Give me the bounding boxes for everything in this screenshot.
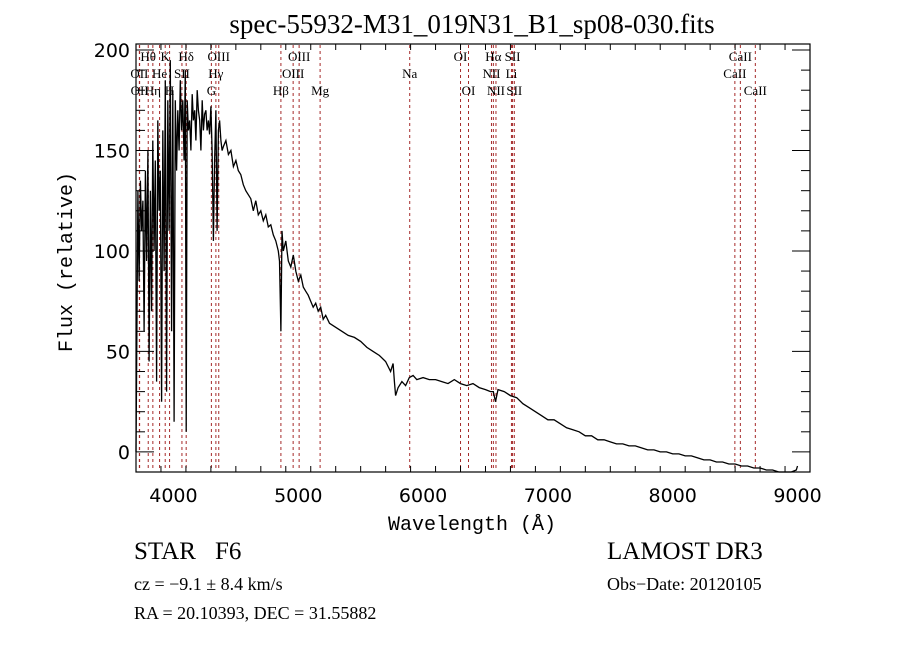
y-tick-label: 150: [94, 140, 130, 162]
observation-date: Obs−Date: 20120105: [607, 574, 762, 594]
marker-label: He: [152, 66, 167, 81]
x-axis-ticks: 4000 5000 6000 7000 8000 9000: [135, 44, 822, 507]
spectral-line-markers: [138, 45, 756, 471]
marker-label: CaII: [723, 66, 746, 81]
x-tick-label: 8000: [649, 485, 697, 507]
marker-label: Hθ: [140, 49, 156, 64]
survey-name: LAMOST DR3: [607, 538, 763, 565]
x-tick-label: 9000: [773, 485, 821, 507]
marker-label: Mg: [311, 83, 330, 98]
y-axis-label: Flux (relative): [56, 172, 79, 352]
marker-label: OII: [130, 66, 148, 81]
redshift-info: cz = −9.1 ± 8.4 km/s: [134, 574, 283, 594]
chart-title: spec-55932-M31_019N31_B1_sp08-030.fits: [229, 9, 714, 39]
marker-label: NII: [482, 66, 500, 81]
marker-label: SII: [505, 49, 521, 64]
marker-label: Hα: [485, 49, 501, 64]
marker-label: OI: [454, 49, 468, 64]
x-tick-label: 6000: [399, 485, 447, 507]
y-tick-label: 0: [118, 442, 130, 464]
marker-label: OIII: [288, 49, 310, 64]
marker-label: NII: [487, 83, 505, 98]
object-class: STAR: [134, 538, 196, 565]
x-tick-label: 7000: [524, 485, 572, 507]
object-subclass: F6: [215, 538, 241, 565]
y-tick-label: 50: [106, 341, 130, 363]
coordinates: RA = 20.10393, DEC = 31.55882: [134, 603, 376, 623]
marker-label: SII: [506, 83, 522, 98]
y-tick-label: 200: [94, 40, 130, 62]
marker-label: Hδ: [178, 49, 194, 64]
marker-label: CaII: [744, 83, 767, 98]
plot-frame: [135, 43, 811, 473]
x-tick-label: 4000: [149, 485, 197, 507]
y-tick-label: 100: [94, 241, 130, 263]
marker-label: Na: [402, 66, 417, 81]
marker-label: Hγ: [208, 66, 223, 81]
marker-label: SII: [174, 66, 190, 81]
x-axis-label: Wavelength (Å): [388, 514, 556, 537]
marker-label: G: [207, 83, 216, 98]
y-axis-ticks: 0 50 100 150 200: [94, 40, 810, 473]
marker-label: OIII: [208, 49, 230, 64]
marker-label: OI: [462, 83, 476, 98]
x-tick-label: 5000: [274, 485, 322, 507]
spectrum-line: [135, 60, 799, 473]
marker-label: Hβ: [273, 83, 289, 98]
marker-label: K: [161, 49, 171, 64]
marker-label: CaII: [729, 49, 752, 64]
marker-label: OIII: [282, 66, 304, 81]
marker-label: Hη: [145, 83, 161, 98]
marker-label: Li: [506, 66, 518, 81]
